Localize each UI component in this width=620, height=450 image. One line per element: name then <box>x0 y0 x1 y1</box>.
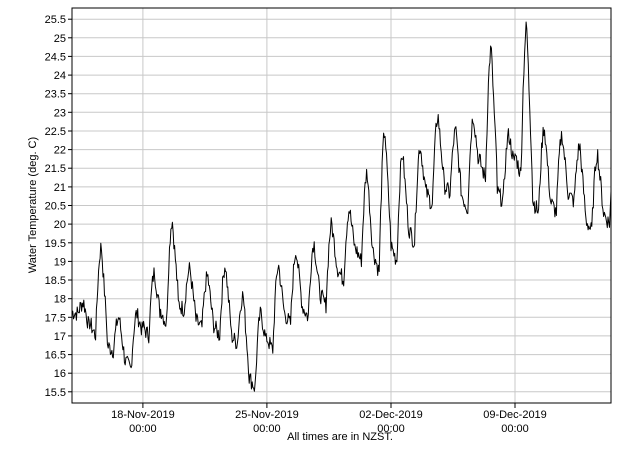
y-tick-label: 20.5 <box>45 201 66 213</box>
y-tick-label: 16.5 <box>45 350 66 362</box>
x-tick-label: 18-Nov-2019 <box>111 409 175 421</box>
water-temperature-line <box>71 21 612 392</box>
time-zone-note: All times are in NZST. <box>287 431 393 443</box>
y-tick-label: 22.5 <box>45 126 66 138</box>
x-tick-label: 09-Dec-2019 <box>483 409 547 421</box>
y-tick-label: 15.5 <box>45 387 66 399</box>
y-tick-label: 17 <box>54 331 66 343</box>
y-tick-label: 18 <box>54 294 66 306</box>
y-tick-label: 21 <box>54 182 66 194</box>
y-axis: 15.5 16 16.5 17 17.5 18 18.5 19 19.5 20 20.5 21 21.5… <box>45 14 72 399</box>
y-tick-label: 23 <box>54 107 66 119</box>
y-axis-label: Water Temperature (deg. C) <box>27 137 39 273</box>
plot-border <box>71 7 612 404</box>
y-tick-label: 23.5 <box>45 89 66 101</box>
x-tick-sublabel: 00:00 <box>129 423 157 435</box>
y-tick-label: 22 <box>54 145 66 157</box>
y-tick-label: 16 <box>54 368 66 380</box>
y-tick-label: 25.5 <box>45 14 66 26</box>
grid <box>72 8 611 403</box>
y-tick-label: 18.5 <box>45 275 66 287</box>
x-tick-sublabel: 00:00 <box>377 423 405 435</box>
y-tick-label: 25 <box>54 33 66 45</box>
x-tick-sublabel: 00:00 <box>253 423 281 435</box>
y-tick-label: 19.5 <box>45 238 66 250</box>
y-tick-label: 20 <box>54 219 66 231</box>
y-tick-label: 21.5 <box>45 163 66 175</box>
y-tick-label: 17.5 <box>45 312 66 324</box>
y-tick-label: 19 <box>54 256 66 268</box>
x-axis: 18-Nov-2019 00:00 25-Nov-2019 00:00 02-Dec-2… <box>111 403 547 435</box>
y-tick-label: 24.5 <box>45 51 66 63</box>
x-tick-label: 25-Nov-2019 <box>235 409 299 421</box>
y-tick-label: 24 <box>54 70 66 82</box>
x-tick-label: 02-Dec-2019 <box>359 409 423 421</box>
x-tick-sublabel: 00:00 <box>501 423 529 435</box>
